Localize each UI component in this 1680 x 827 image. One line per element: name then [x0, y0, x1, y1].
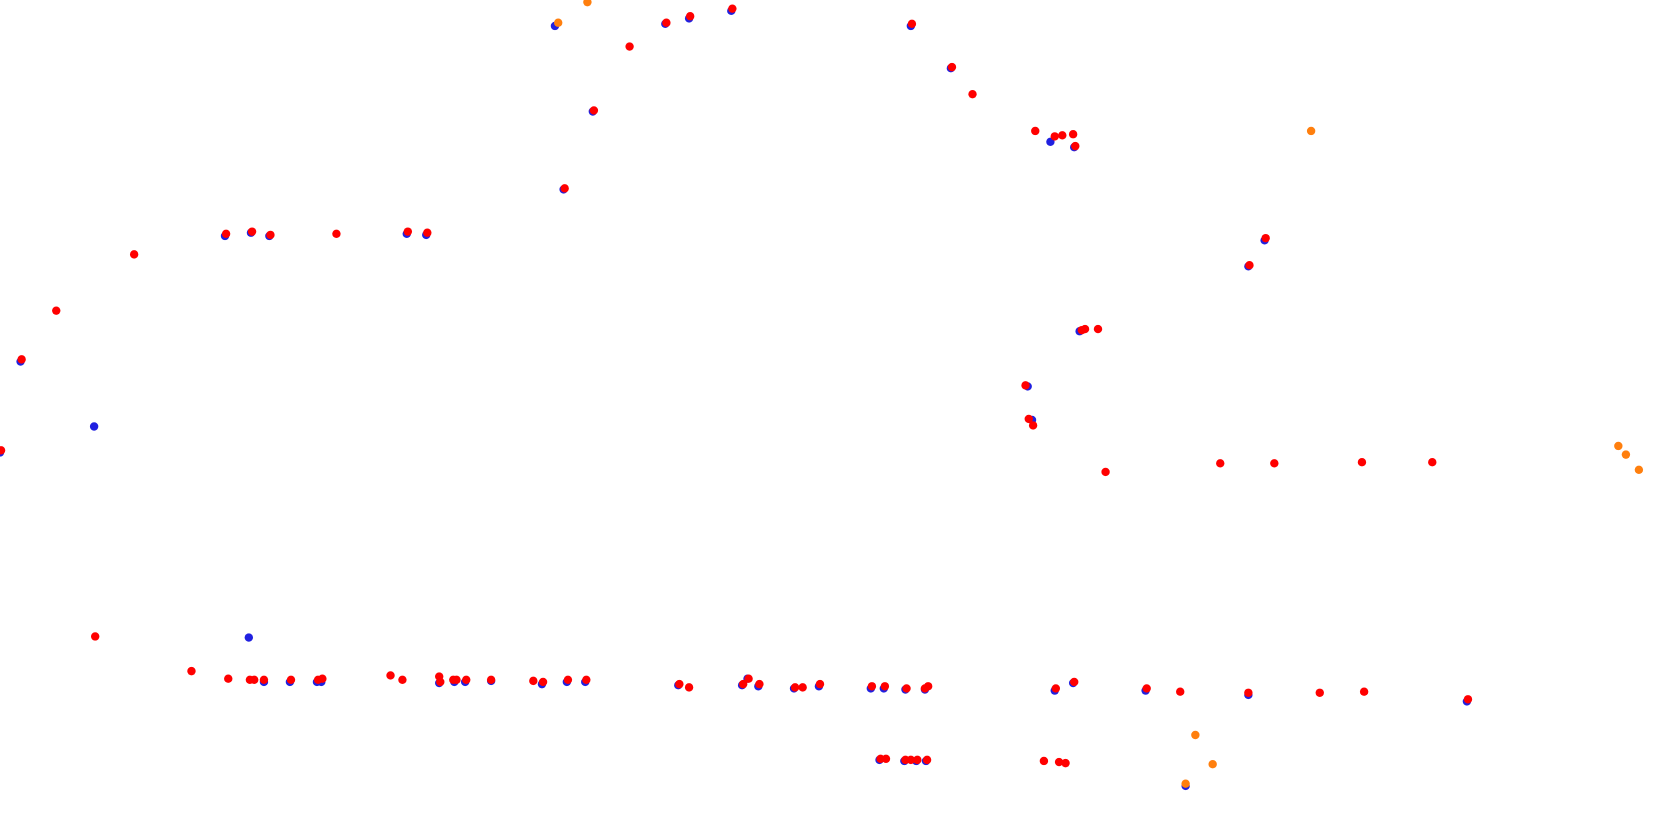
point [881, 754, 891, 764]
point [1306, 126, 1316, 136]
point [1176, 687, 1185, 696]
point [815, 679, 825, 689]
point [1058, 131, 1067, 140]
point [1270, 459, 1279, 468]
point [738, 679, 748, 689]
point [1357, 458, 1367, 467]
point [486, 675, 496, 684]
point [244, 633, 254, 642]
point [1050, 132, 1059, 141]
point [685, 12, 695, 21]
point [52, 306, 61, 315]
point [560, 184, 569, 193]
point [1054, 757, 1064, 767]
point [423, 228, 432, 237]
point [403, 227, 413, 236]
point [1031, 126, 1040, 136]
point [1142, 684, 1151, 693]
point [0, 446, 6, 455]
point [221, 229, 231, 239]
point [1039, 756, 1049, 766]
point [250, 675, 259, 684]
point [583, 0, 592, 7]
point [17, 355, 26, 364]
point [684, 683, 694, 692]
point [553, 18, 563, 27]
point [89, 422, 99, 431]
point [1621, 450, 1631, 459]
point [675, 679, 684, 689]
point [1315, 688, 1324, 697]
point [1021, 381, 1030, 390]
point [968, 89, 977, 99]
point [662, 18, 671, 27]
point [744, 674, 753, 683]
point [452, 675, 461, 684]
point [1245, 261, 1254, 270]
point [589, 106, 599, 115]
point [1080, 324, 1090, 334]
point [332, 229, 341, 239]
point [318, 674, 327, 683]
point [790, 683, 800, 692]
point [880, 682, 890, 691]
point [286, 675, 296, 684]
point [582, 675, 591, 684]
point [386, 671, 395, 680]
point [1634, 465, 1644, 474]
point [224, 674, 233, 683]
point [625, 42, 634, 51]
point [1261, 233, 1270, 243]
point [798, 683, 807, 692]
point [755, 679, 764, 689]
point [266, 230, 275, 240]
point [1244, 688, 1253, 697]
point [867, 682, 877, 691]
point [247, 227, 257, 236]
point [538, 677, 548, 687]
point [1359, 687, 1369, 696]
point [902, 684, 911, 693]
point [907, 19, 917, 29]
point [1068, 130, 1078, 139]
point [1024, 414, 1033, 424]
point [436, 677, 445, 687]
point [1101, 467, 1110, 477]
point [1208, 760, 1217, 769]
point [462, 675, 471, 684]
point [1191, 730, 1200, 740]
point [187, 666, 196, 676]
point [259, 675, 269, 684]
point [906, 755, 916, 765]
point [922, 755, 932, 765]
point [947, 62, 957, 72]
point [1181, 779, 1190, 788]
point [1051, 684, 1061, 693]
point [1463, 695, 1473, 704]
point [923, 682, 933, 691]
point [529, 676, 538, 686]
point [398, 675, 407, 684]
point [1614, 441, 1623, 451]
point [129, 250, 139, 259]
point [728, 4, 737, 13]
point [90, 632, 100, 641]
point [1428, 458, 1437, 467]
point [913, 755, 922, 765]
point [1093, 324, 1103, 334]
point [1071, 141, 1080, 151]
point [1028, 421, 1038, 430]
point [1216, 459, 1225, 468]
point [1070, 677, 1079, 687]
point [563, 675, 573, 684]
point [1061, 758, 1070, 768]
